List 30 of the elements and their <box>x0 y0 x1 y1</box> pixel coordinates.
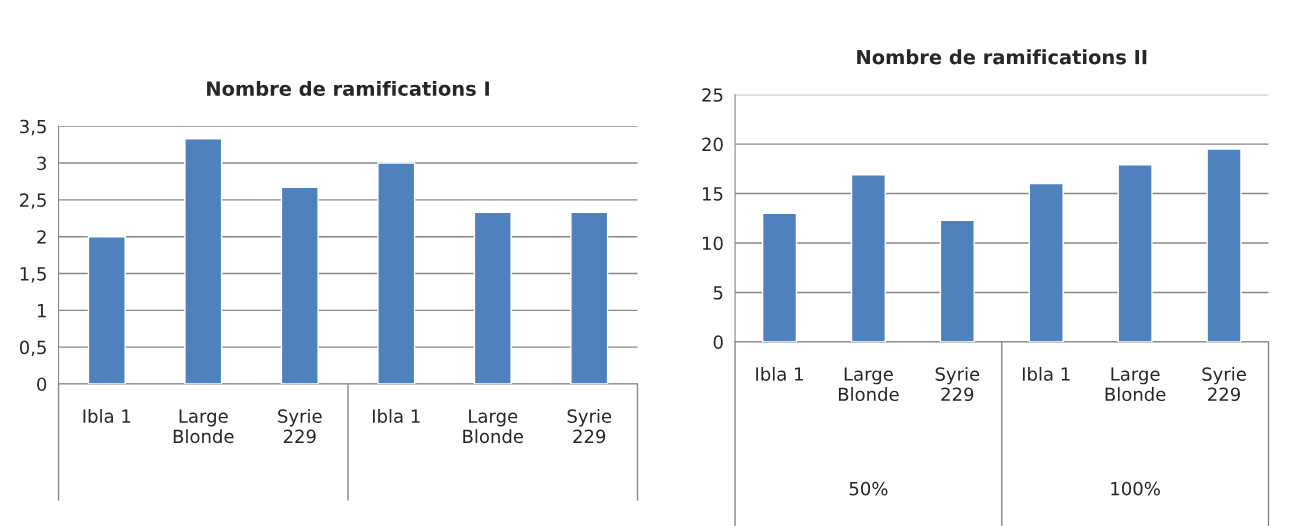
x-tick-label: Ibla 1 <box>83 408 131 423</box>
y-tick-label: 0 <box>37 377 47 392</box>
x-tick-label: Ibla 1 <box>372 408 420 423</box>
y-tick-label: 25 <box>702 88 723 102</box>
y-tick-label: 2,5 <box>20 193 46 209</box>
x-tick-label: Syrie 229 <box>278 408 322 444</box>
x-tick-label: Ibla 1 <box>1022 366 1070 381</box>
y-tick-label: 0 <box>713 335 723 350</box>
y-tick-label: 2 <box>37 230 46 244</box>
y-tick-label: 0,5 <box>19 340 46 357</box>
x-tick-label: Syrie 229 <box>567 408 612 444</box>
text: 50% <box>849 481 888 496</box>
y-tick-label: 3,5 <box>20 119 46 136</box>
text: 100% <box>1111 481 1160 496</box>
y-tick-label: 3 <box>37 156 46 171</box>
y-tick-label: 10 <box>702 236 723 251</box>
y-tick-label: 15 <box>702 187 723 201</box>
y-tick-label: 1,5 <box>20 267 46 283</box>
x-tick-label: Syrie 229 <box>1202 366 1246 402</box>
x-tick-label: Ibla 1 <box>756 366 803 381</box>
x-tick-label: Large Blonde <box>1105 367 1166 402</box>
x-tick-label: Large Blonde <box>173 409 234 444</box>
chart-title: Nombre de ramifications I <box>207 80 489 96</box>
y-tick-label: 20 <box>702 137 723 152</box>
chart-title: Nombre de ramifications II <box>857 49 1147 65</box>
x-tick-label: Large Blonde <box>838 367 899 402</box>
y-tick-label: 1 <box>37 304 46 318</box>
x-tick-label: Syrie 229 <box>935 366 980 402</box>
y-tick-label: 5 <box>713 286 723 300</box>
x-tick-label: Large Blonde <box>463 409 524 444</box>
